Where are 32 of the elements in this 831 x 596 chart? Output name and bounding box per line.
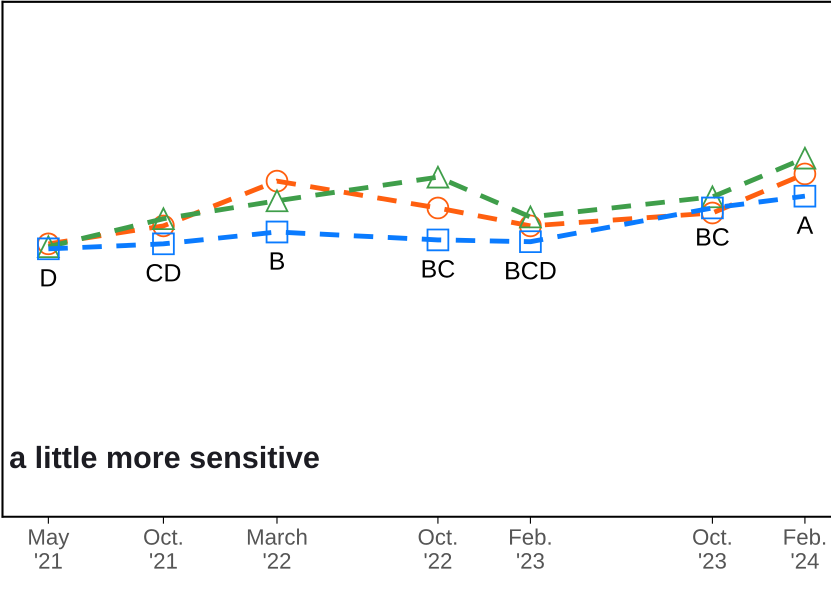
point: [519, 230, 542, 254]
annotation: B: [270, 252, 284, 270]
point: [519, 206, 542, 228]
x-tick-label: March '22: [248, 528, 306, 569]
annotation: A: [796, 216, 814, 234]
x-tick-label: Oct. '23: [693, 529, 731, 569]
annotation: a little more sensitive: [10, 446, 319, 468]
point: [426, 228, 450, 252]
annotation: CD: [146, 264, 180, 282]
point: [152, 207, 175, 230]
x-tick-label: Feb. '24: [784, 528, 826, 569]
point: [266, 220, 288, 244]
annotation: BCD: [506, 262, 556, 280]
x-tick-label: Oct. '22: [418, 529, 456, 569]
x-tick-label: May '21: [29, 529, 70, 569]
annotation: BC: [697, 228, 729, 246]
x-tick-label: Oct. '21: [144, 529, 182, 569]
point: [519, 214, 542, 238]
point: [266, 170, 288, 192]
annotation: D: [41, 269, 56, 286]
point: [152, 232, 175, 256]
point: [794, 184, 816, 208]
point: [426, 166, 450, 188]
point: [701, 186, 724, 208]
x-tick-label: Feb. '23: [510, 528, 551, 569]
point: [426, 196, 450, 220]
point: [152, 214, 175, 238]
point: [266, 189, 288, 212]
annotation: BC: [422, 260, 454, 278]
point: [794, 162, 816, 186]
point: [701, 196, 724, 220]
point: [794, 146, 816, 170]
